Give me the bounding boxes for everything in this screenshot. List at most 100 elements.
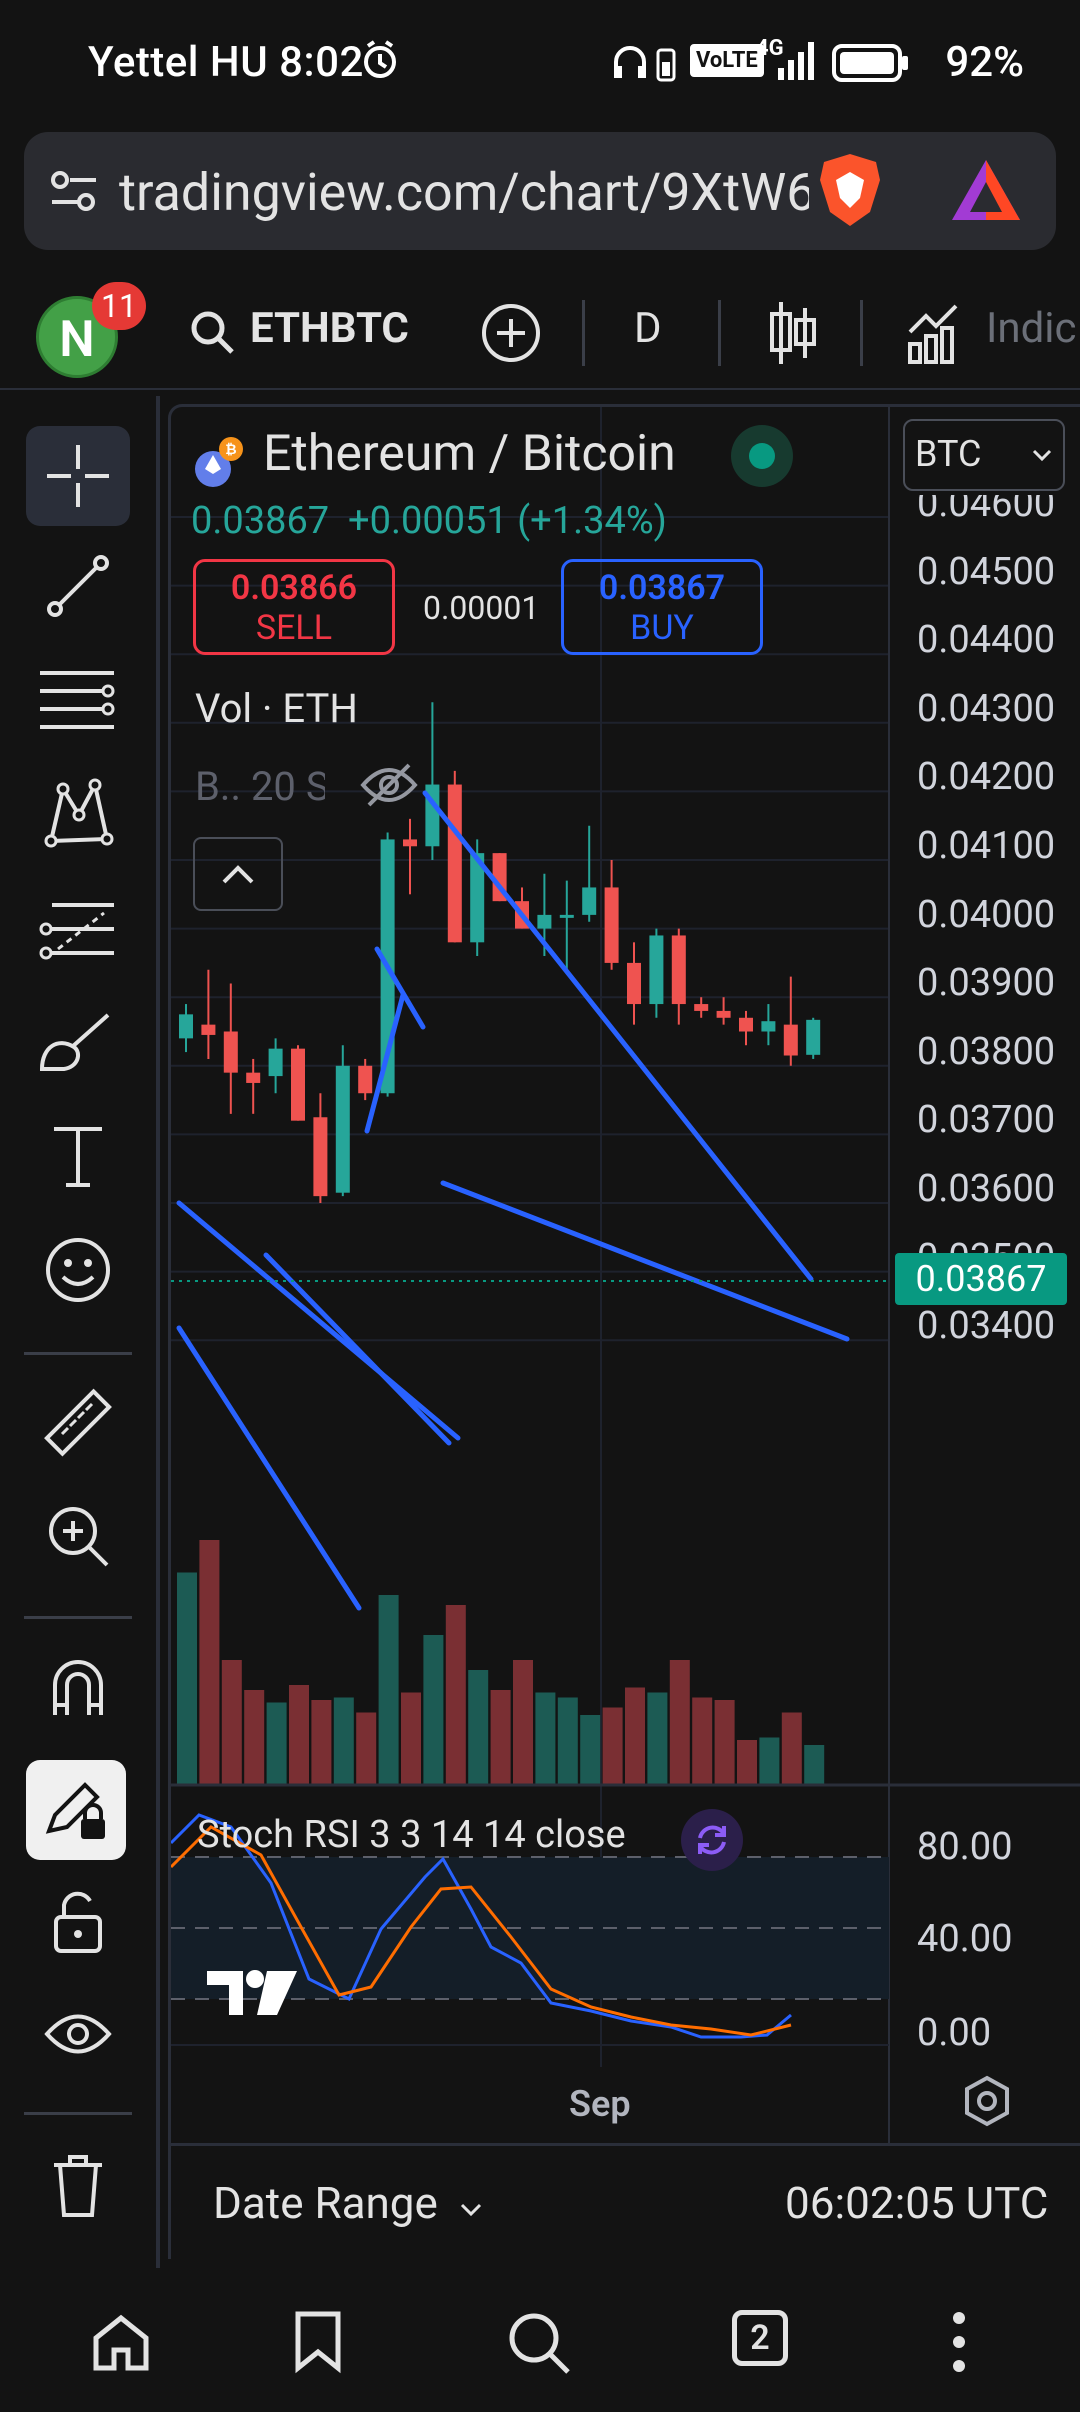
magnet-tool[interactable]: [26, 1636, 130, 1736]
search-icon[interactable]: [188, 308, 236, 356]
candle-body: [761, 1021, 776, 1032]
collapse-legend-button[interactable]: [193, 837, 283, 911]
chart-pane[interactable]: ₿ Ethereum / Bitcoin 0.03867 +0.00051 (+…: [168, 404, 1080, 2259]
volume-bar: [647, 1692, 668, 1785]
buy-label: BUY: [630, 608, 694, 648]
volume-bar: [244, 1690, 265, 1785]
zoom-in-icon: [49, 1507, 109, 1567]
currency-value: BTC: [915, 433, 982, 475]
zoom-tool[interactable]: [26, 1486, 130, 1586]
tabs-button[interactable]: 2: [732, 2310, 788, 2366]
sell-label: SELL: [255, 608, 333, 648]
date-range-button[interactable]: Date Range: [213, 2177, 483, 2229]
site-settings-icon[interactable]: [50, 170, 98, 214]
crosshair-tool[interactable]: [26, 426, 130, 526]
volume-bar: [468, 1670, 489, 1785]
more-menu-icon[interactable]: [944, 2310, 974, 2374]
chevron-up-icon: [222, 865, 254, 884]
trendline: [422, 790, 814, 1282]
volume-legend[interactable]: Vol · ETH: [195, 685, 358, 732]
brush-tool[interactable]: [26, 992, 130, 1092]
indicators-icon[interactable]: [906, 302, 962, 364]
candle-body: [783, 1024, 798, 1056]
clock-timezone[interactable]: 06:02:05 UTC: [785, 2177, 1049, 2229]
url-text[interactable]: tradingview.com/chart/9XtW6: [119, 162, 809, 223]
measure-tool[interactable]: [26, 1374, 130, 1474]
price-axis-label: 0.04200: [917, 755, 1056, 800]
trendline-tool[interactable]: [26, 536, 130, 636]
toolbar-divider: [582, 300, 585, 366]
brave-shields-icon[interactable]: [814, 150, 886, 230]
lock-all-tool[interactable]: [26, 1872, 130, 1972]
search-icon[interactable]: [506, 2310, 572, 2376]
volume-bar: [445, 1605, 466, 1785]
bookmark-icon[interactable]: [292, 2310, 344, 2374]
fib-tool[interactable]: [26, 650, 130, 750]
candle-body: [604, 887, 619, 963]
compare-add-icon[interactable]: [480, 302, 542, 364]
buy-button[interactable]: 0.03867 BUY: [561, 559, 763, 655]
visibility-tool[interactable]: [26, 1984, 130, 2084]
chart-toolbar: N 11 ETHBTC D Indic: [0, 276, 1080, 390]
settings-icon[interactable]: [961, 2075, 1013, 2127]
stoch-refresh-button[interactable]: [681, 1809, 743, 1871]
candle-body: [268, 1048, 283, 1077]
price-change: +0.00051 (+1.34%): [348, 499, 667, 543]
price-axis-label: 0.03600: [917, 1167, 1056, 1211]
remove-drawings-tool[interactable]: [26, 2136, 130, 2236]
last-price: 0.03867: [191, 499, 330, 543]
candle-body: [470, 853, 485, 943]
tradingview-logo[interactable]: [205, 1967, 301, 2019]
forecast-tool[interactable]: [26, 880, 130, 980]
candle-body: [403, 839, 417, 847]
volume-bar: [580, 1715, 601, 1785]
candle-body: [223, 1031, 238, 1073]
refresh-icon: [698, 1825, 726, 1855]
stoch-rsi-label: Stoch RSI 3 3 14 14 close: [197, 1813, 626, 1857]
address-bar[interactable]: tradingview.com/chart/9XtW6: [24, 132, 1056, 250]
lock-drawing-mode-tool[interactable]: [26, 1760, 126, 1860]
text-icon: [54, 1127, 102, 1187]
price-axis-label: 0.04600: [917, 495, 1056, 526]
stoch-rsi-legend[interactable]: Stoch RSI 3 3 14 14 close: [197, 1813, 626, 1857]
candle-body: [806, 1019, 821, 1055]
trendline: [263, 1252, 452, 1446]
sell-button[interactable]: 0.03866 SELL: [193, 559, 395, 655]
interval-button[interactable]: D: [634, 304, 662, 353]
trendline: [374, 946, 426, 1030]
last-price-legend: 0.03867 +0.00051 (+1.34%): [191, 499, 667, 543]
emoji-tool[interactable]: [26, 1220, 130, 1320]
home-icon[interactable]: [90, 2312, 152, 2374]
chevron-down-icon: [1032, 449, 1052, 462]
price-axis-label: 0.03700: [917, 1098, 1056, 1143]
hidden-eye-icon[interactable]: [359, 761, 419, 809]
headphones-battery-icon: [614, 46, 676, 82]
volume-bar: [602, 1707, 623, 1785]
crosshair-icon: [47, 445, 109, 507]
volume-bar: [199, 1540, 220, 1785]
bollinger-legend[interactable]: B.. 20 S: [195, 763, 325, 810]
brave-rewards-icon[interactable]: [948, 156, 1024, 226]
candles-icon[interactable]: [768, 298, 818, 368]
symbol-title[interactable]: Ethereum / Bitcoin: [263, 425, 676, 483]
currency-select[interactable]: BTC: [903, 419, 1065, 491]
trendline: [176, 1200, 461, 1441]
volume-bar: [221, 1660, 242, 1785]
text-tool[interactable]: [26, 1106, 130, 1206]
volume-bar: [333, 1697, 354, 1785]
symbol-button[interactable]: ETHBTC: [250, 304, 409, 353]
price-axis-label: 0.04300: [917, 686, 1056, 731]
toolbar-divider: [718, 300, 721, 366]
notification-badge: 11: [92, 282, 146, 330]
stoch-axis-label: 40.00: [917, 1917, 1013, 1961]
market-status-indicator[interactable]: [731, 425, 793, 487]
candle-body: [313, 1117, 328, 1197]
drawing-toolbar: [0, 396, 160, 2268]
price-axis-label: 0.03400: [917, 1304, 1056, 1349]
volume-bar: [289, 1685, 309, 1785]
pencil-lock-icon: [45, 1782, 105, 1839]
pattern-tool[interactable]: [26, 764, 130, 864]
alarm-icon: [364, 40, 396, 78]
indicators-button[interactable]: Indic: [986, 304, 1077, 353]
candle-body: [582, 887, 597, 915]
